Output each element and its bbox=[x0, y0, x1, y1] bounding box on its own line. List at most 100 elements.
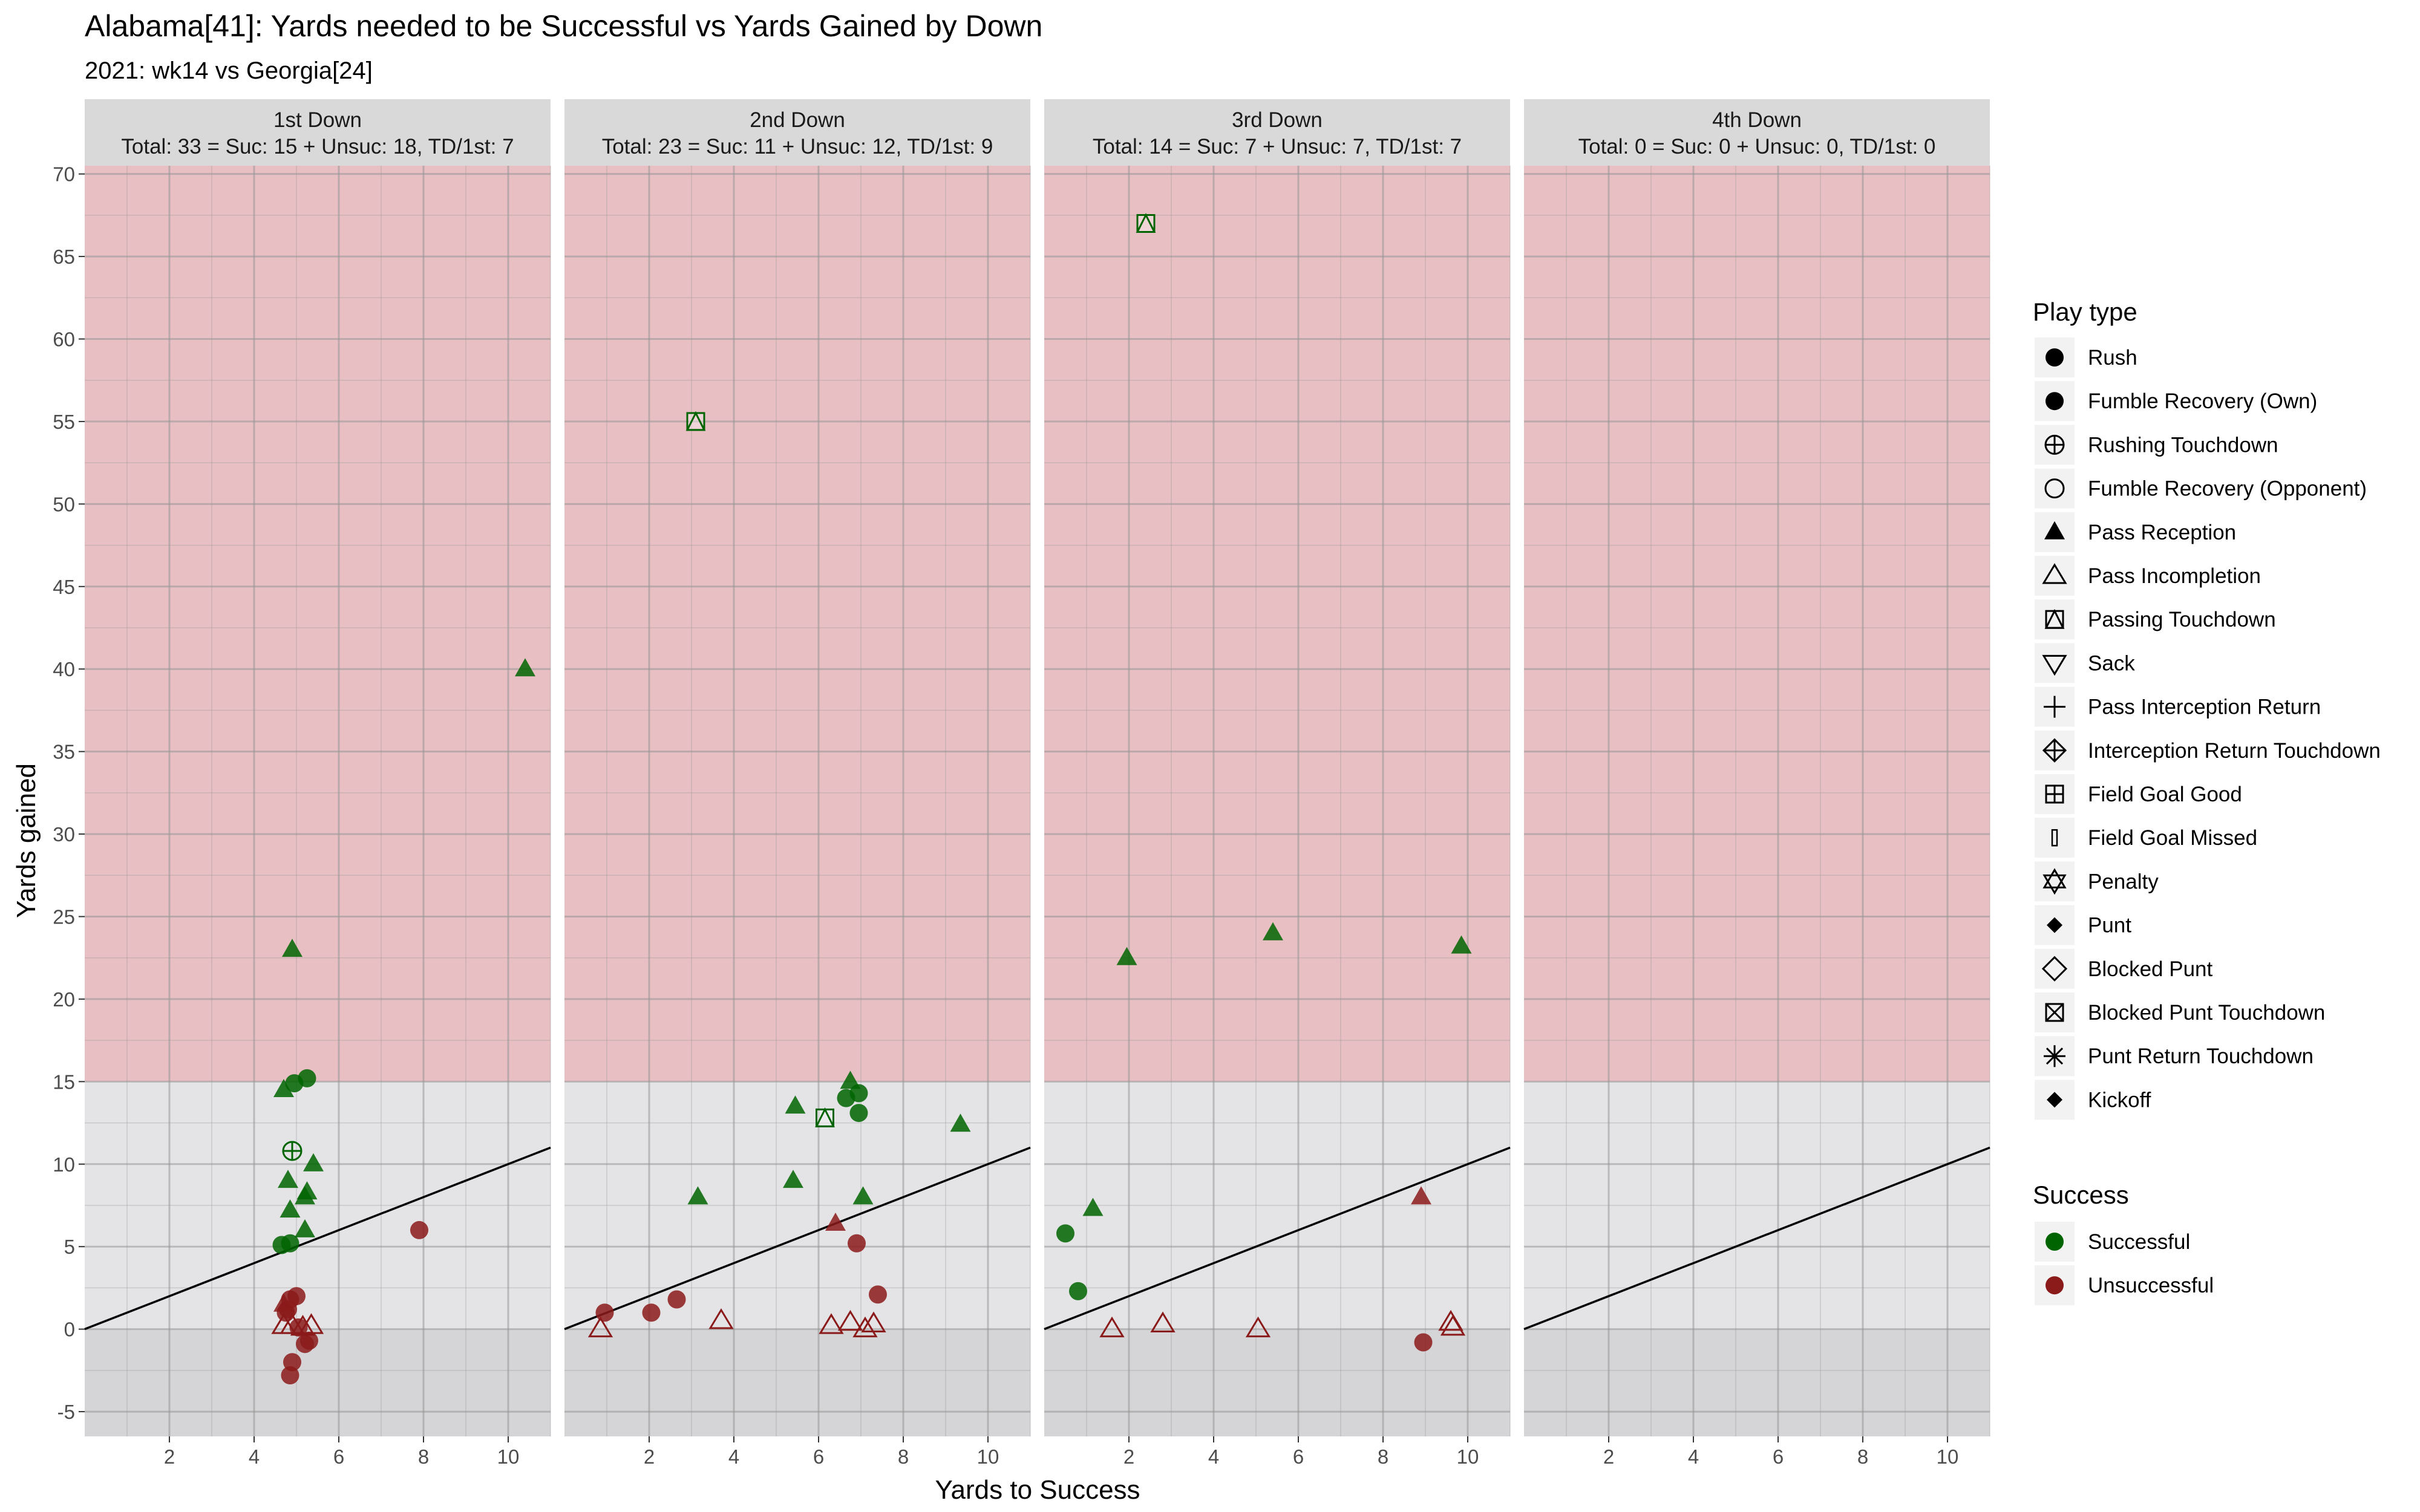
data-point bbox=[295, 1186, 315, 1205]
data-point bbox=[783, 1170, 803, 1188]
y-tick-label: 15 bbox=[53, 1070, 75, 1093]
data-point-square bbox=[1136, 214, 1156, 233]
legend: Play type Rush Fumble Recovery (Own) Rushin… bbox=[2033, 298, 2381, 1306]
legend-filled-circle-icon bbox=[2046, 392, 2064, 411]
legend-star-of-david-icon-up bbox=[2042, 868, 2067, 888]
legend-item-label: Unsuccessful bbox=[2088, 1274, 2214, 1297]
legend-diamond-plus-icon bbox=[2042, 738, 2067, 763]
facet-panel-3: 3rd Down Total: 14 = Suc: 7 + Unsuc: 7, T… bbox=[1044, 99, 1511, 1468]
legend-item-label: Field Goal Good bbox=[2088, 783, 2242, 806]
legend-item-label: Pass Incompletion bbox=[2088, 564, 2261, 588]
x-tick-label: 8 bbox=[1378, 1445, 1388, 1468]
legend-open-circle-icon bbox=[2044, 478, 2065, 499]
legend-item-label: Blocked Punt bbox=[2088, 957, 2213, 981]
legend-color-swatch bbox=[2046, 1276, 2064, 1295]
legend-item-label: Passing Touchdown bbox=[2088, 608, 2276, 631]
data-point bbox=[819, 1313, 844, 1334]
legend-item-label: Penalty bbox=[2088, 870, 2159, 893]
data-point bbox=[587, 1316, 613, 1338]
y-axis-label: Yards gained bbox=[11, 763, 41, 918]
legend-item-label: Pass Reception bbox=[2088, 521, 2236, 544]
data-point bbox=[515, 658, 535, 677]
facet-strip bbox=[1524, 99, 1990, 166]
data-point bbox=[852, 1186, 874, 1205]
data-point bbox=[1440, 1314, 1466, 1336]
data-point bbox=[1056, 1224, 1074, 1243]
x-tick-label: 4 bbox=[728, 1445, 739, 1468]
legend-plus-icon bbox=[2044, 696, 2065, 718]
data-point bbox=[837, 1309, 863, 1331]
legend-asterisk-icon bbox=[2044, 1045, 2065, 1067]
legend-item-label: Sack bbox=[2088, 651, 2135, 675]
data-point bbox=[1099, 1316, 1125, 1338]
facet-panel-4: 4th Down Total: 0 = Suc: 0 + Unsuc: 0, TD… bbox=[1523, 99, 1990, 1468]
legend-item-label: Pass Interception Return bbox=[2088, 696, 2321, 719]
data-point bbox=[785, 1095, 806, 1114]
x-tick-label: 2 bbox=[164, 1445, 175, 1468]
background-band bbox=[1044, 166, 1510, 1082]
legend-filled-diamond-icon bbox=[2047, 917, 2062, 933]
legend-square-cross-icon-x bbox=[2045, 1003, 2064, 1022]
data-point-triangle bbox=[685, 411, 706, 431]
x-tick-label: 6 bbox=[813, 1445, 824, 1468]
data-point bbox=[282, 1141, 302, 1161]
y-tick-label: 70 bbox=[53, 163, 75, 186]
data-point-square bbox=[686, 412, 705, 431]
x-tick-label: 6 bbox=[1293, 1445, 1304, 1468]
background-band bbox=[564, 1081, 1030, 1329]
facet-panel-1: 1st Down Total: 33 = Suc: 15 + Unsuc: 18,… bbox=[53, 99, 551, 1468]
legend-square-cross-icon bbox=[2045, 1003, 2064, 1022]
data-point bbox=[282, 939, 302, 957]
background-band bbox=[1044, 1081, 1510, 1329]
legend-open-diamond-icon bbox=[2041, 956, 2068, 982]
data-point bbox=[1414, 1333, 1433, 1352]
data-point bbox=[296, 1335, 314, 1354]
data-point bbox=[837, 1089, 855, 1107]
reference-line bbox=[1044, 1146, 1511, 1331]
facet-summary: Total: 23 = Suc: 11 + Unsuc: 12, TD/1st:… bbox=[602, 135, 993, 158]
chart-title: Alabama[41]: Yards needed to be Successf… bbox=[85, 9, 1042, 43]
y-tick-label: 40 bbox=[53, 658, 75, 680]
facet-title: 3rd Down bbox=[1232, 108, 1323, 132]
legend-title-success: Success bbox=[2033, 1181, 2129, 1209]
facet-panels: 1st Down Total: 33 = Suc: 15 + Unsuc: 18,… bbox=[53, 99, 1990, 1468]
data-point bbox=[708, 1308, 734, 1329]
background-band bbox=[85, 1081, 551, 1329]
legend-item-label: Fumble Recovery (Opponent) bbox=[2088, 477, 2367, 501]
data-point-cross bbox=[283, 1141, 301, 1160]
y-tick-label: 50 bbox=[53, 493, 75, 515]
reference-line bbox=[564, 1146, 1031, 1331]
facet-strip bbox=[85, 99, 551, 166]
legend-square-plus-icon-cross bbox=[2046, 786, 2063, 803]
data-point bbox=[687, 1186, 708, 1205]
data-point bbox=[1069, 1282, 1087, 1300]
data-point bbox=[280, 1199, 301, 1218]
data-point bbox=[1150, 1311, 1176, 1332]
data-point bbox=[1451, 935, 1472, 954]
facet-panel-2: 2nd Down Total: 23 = Suc: 11 + Unsuc: 12,… bbox=[564, 99, 1031, 1468]
data-point-square bbox=[816, 1108, 834, 1127]
x-tick-label: 10 bbox=[1937, 1445, 1959, 1468]
legend-square-plus-icon bbox=[2045, 784, 2064, 804]
y-tick-label: 20 bbox=[53, 988, 75, 1011]
x-tick-label: 2 bbox=[1123, 1445, 1134, 1468]
background-band bbox=[85, 1329, 551, 1436]
legend-item-label: Rush bbox=[2088, 346, 2137, 370]
data-point bbox=[667, 1290, 686, 1309]
data-point bbox=[861, 1311, 886, 1332]
facet-summary: Total: 33 = Suc: 15 + Unsuc: 18, TD/1st:… bbox=[121, 135, 514, 158]
legend-color-swatch bbox=[2046, 1233, 2064, 1251]
legend-filled-triangle-icon bbox=[2044, 521, 2065, 539]
legend-key-background bbox=[2035, 948, 2075, 989]
data-point bbox=[1263, 922, 1283, 940]
background-band bbox=[1044, 1329, 1510, 1436]
x-tick-label: 8 bbox=[1857, 1445, 1868, 1468]
data-point bbox=[1245, 1316, 1271, 1338]
background-band bbox=[85, 166, 551, 1082]
y-tick-label: 0 bbox=[64, 1318, 75, 1341]
data-point bbox=[840, 1070, 861, 1089]
data-point bbox=[410, 1220, 428, 1239]
data-point-triangle bbox=[815, 1107, 835, 1127]
data-point bbox=[281, 1234, 299, 1253]
